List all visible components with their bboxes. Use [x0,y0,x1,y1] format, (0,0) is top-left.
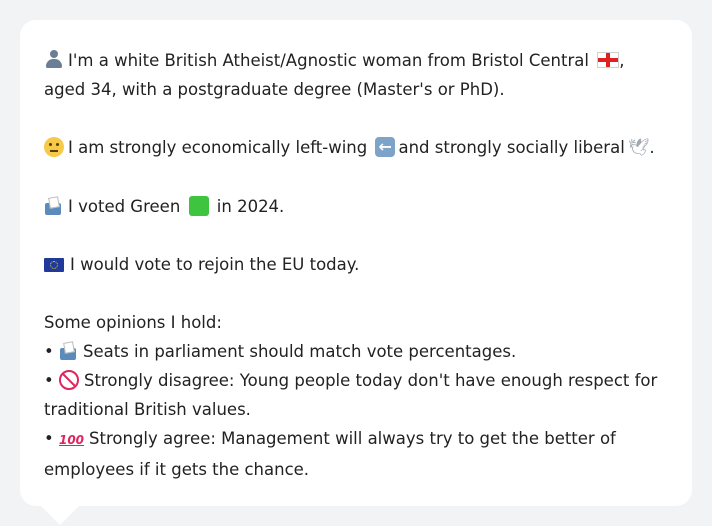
opinion-text: Strongly agree: Management will always t… [44,429,616,479]
intro-tail: , aged 34, with a postgraduate degree (M… [44,51,625,99]
prohibited-icon [58,370,79,390]
opinion-text: Seats in parliament should match vote pe… [82,342,517,361]
thinking-face-icon [44,137,64,157]
opinion-text: Strongly disagree: Young people today do… [44,371,658,419]
england-flag-icon [597,52,620,68]
green-square-icon [188,196,209,216]
intro-paragraph: I'm a white British Atheist/Agnostic wom… [44,46,668,104]
vote-text-b: in 2024. [216,197,285,216]
economics-text-c: . [649,138,655,157]
bullet: • [44,429,54,448]
opinion-item: • Strongly disagree: Young people today … [44,366,668,424]
economics-text-a: I am strongly economically left-wing [68,138,368,157]
left-arrow-icon [375,132,396,161]
intro-text: I'm a white British Atheist/Agnostic wom… [68,51,589,70]
hundred-points-icon: 100 [58,433,85,447]
eu-text: I would vote to rejoin the EU today. [70,255,360,274]
person-silhouette-icon [44,49,64,69]
ballot-box-icon [44,196,62,215]
bubble-tail [40,505,80,525]
opinions-heading: Some opinions I hold: [44,313,222,332]
economics-paragraph: I am strongly economically left-wing and… [44,132,668,163]
vote-paragraph: I voted Green in 2024. [44,192,668,221]
bullet: • [44,371,54,390]
eu-flag-icon [44,258,64,272]
opinion-item: • Seats in parliament should match vote … [44,337,668,366]
vote-text-a: I voted Green [68,197,181,216]
opinion-item: • 100 Strongly agree: Management will alw… [44,424,668,484]
economics-text-b: and strongly socially liberal [398,138,625,157]
profile-bubble: I'm a white British Atheist/Agnostic wom… [20,20,692,506]
bullet: • [44,342,54,361]
eu-paragraph: I would vote to rejoin the EU today. [44,250,668,279]
dove-icon: 🕊 [627,138,650,158]
ballot-box-icon [59,341,77,360]
